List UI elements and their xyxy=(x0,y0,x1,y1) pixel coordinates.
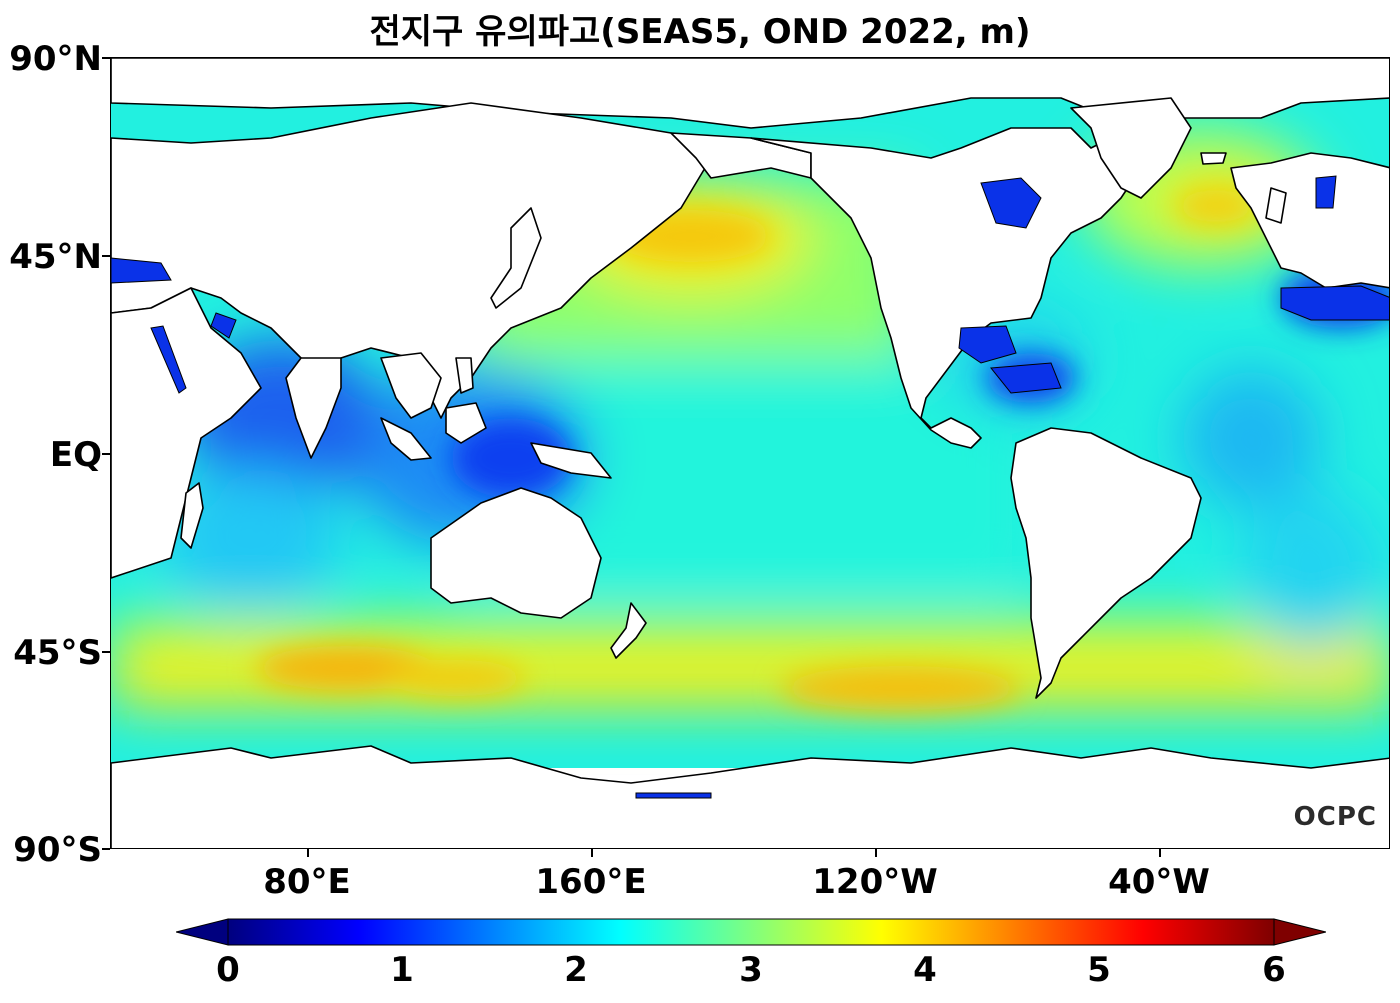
lon-label-160e: 160°E xyxy=(535,862,647,902)
colorbar-min-extension xyxy=(176,918,229,946)
lat-label-45n: 45°N xyxy=(9,237,102,277)
ocpc-logo: OCPC xyxy=(1293,802,1377,832)
borneo xyxy=(445,402,487,444)
lat-label-90n: 90°N xyxy=(9,39,102,79)
north-america xyxy=(750,127,1142,449)
map-title: 전지구 유의파고(SEAS5, OND 2022, m) xyxy=(369,12,1031,52)
japan xyxy=(490,207,542,309)
colorbar-tick-3: 3 xyxy=(739,950,763,990)
colorbar-max-extension xyxy=(1273,918,1326,946)
wave-height-map: OCPC xyxy=(110,57,1390,849)
south-america xyxy=(1010,427,1202,699)
sumatra xyxy=(380,417,432,461)
indochina xyxy=(380,352,442,419)
marginal-seas xyxy=(111,175,1389,799)
lon-label-40w: 40°W xyxy=(1108,862,1210,902)
gulf-of-mexico xyxy=(958,325,1017,364)
new-guinea xyxy=(530,442,612,479)
new-zealand xyxy=(610,602,647,659)
red-sea xyxy=(150,325,187,394)
greenland xyxy=(1070,97,1192,199)
madagascar xyxy=(180,482,204,549)
lon-label-80e: 80°E xyxy=(263,862,351,902)
land-masses xyxy=(111,58,1389,848)
colorbar xyxy=(176,918,1326,946)
africa xyxy=(111,287,262,579)
mediterranean xyxy=(1280,285,1389,321)
baltic xyxy=(1315,175,1337,209)
lat-tick xyxy=(102,651,110,653)
lat-label-eq: EQ xyxy=(49,435,102,475)
lat-label-45s: 45°S xyxy=(13,633,102,673)
arctic xyxy=(111,58,1389,129)
colorbar-tick-4: 4 xyxy=(913,950,937,990)
lon-tick xyxy=(1159,849,1161,857)
colorbar-tick-6: 6 xyxy=(1262,950,1286,990)
lon-tick xyxy=(307,849,309,857)
colorbar-tick-2: 2 xyxy=(564,950,588,990)
philippines xyxy=(455,357,474,394)
lon-tick xyxy=(875,849,877,857)
colorbar-tick-0: 0 xyxy=(216,950,240,990)
map-canvas xyxy=(111,58,1389,848)
iceland xyxy=(1200,152,1227,165)
ocean-field xyxy=(111,88,1389,768)
weddell-sea-ice xyxy=(635,792,712,799)
persian-gulf xyxy=(210,312,237,339)
lat-tick xyxy=(102,848,110,850)
caribbean xyxy=(990,362,1062,394)
black-sea xyxy=(111,257,172,284)
colorbar-gradient xyxy=(227,918,1275,946)
colorbar-tick-5: 5 xyxy=(1087,950,1111,990)
lat-tick xyxy=(102,255,110,257)
hudson-bay xyxy=(980,177,1042,229)
lat-tick xyxy=(102,453,110,455)
lon-tick xyxy=(591,849,593,857)
india xyxy=(285,357,342,459)
australia xyxy=(430,487,602,619)
uk xyxy=(1265,187,1287,224)
lat-tick xyxy=(102,57,110,59)
lat-label-90s: 90°S xyxy=(13,830,102,870)
antarctica xyxy=(111,745,1389,848)
lon-label-120w: 120°W xyxy=(812,862,938,902)
colorbar-tick-1: 1 xyxy=(390,950,414,990)
